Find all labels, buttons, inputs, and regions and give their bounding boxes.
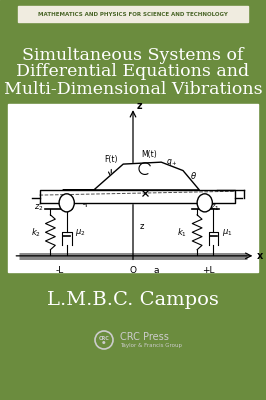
Text: MATHEMATICS AND PHYSICS FOR SCIENCE AND TECHNOLOGY: MATHEMATICS AND PHYSICS FOR SCIENCE AND … bbox=[38, 12, 228, 16]
Text: CRC Press: CRC Press bbox=[120, 332, 169, 342]
Text: Multi-Dimensional Vibrations: Multi-Dimensional Vibrations bbox=[4, 80, 262, 98]
Text: Simultaneous Systems of: Simultaneous Systems of bbox=[22, 46, 244, 64]
Text: Differential Equations and: Differential Equations and bbox=[16, 64, 250, 80]
Bar bbox=[8, 104, 258, 272]
Text: ●: ● bbox=[102, 341, 106, 345]
Text: L.M.B.C. Campos: L.M.B.C. Campos bbox=[47, 291, 219, 309]
Text: CRC: CRC bbox=[99, 336, 109, 340]
Bar bbox=[18, 6, 248, 22]
Text: Taylor & Francis Group: Taylor & Francis Group bbox=[120, 342, 182, 348]
